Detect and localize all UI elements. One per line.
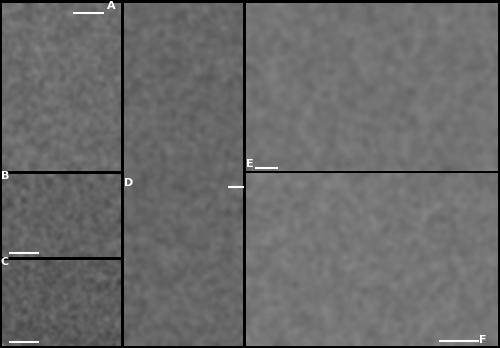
Text: C: C <box>1 257 9 267</box>
Text: A: A <box>106 1 116 11</box>
Text: F: F <box>479 335 487 345</box>
Text: E: E <box>246 159 254 169</box>
Text: B: B <box>1 172 9 181</box>
Text: D: D <box>124 178 134 188</box>
